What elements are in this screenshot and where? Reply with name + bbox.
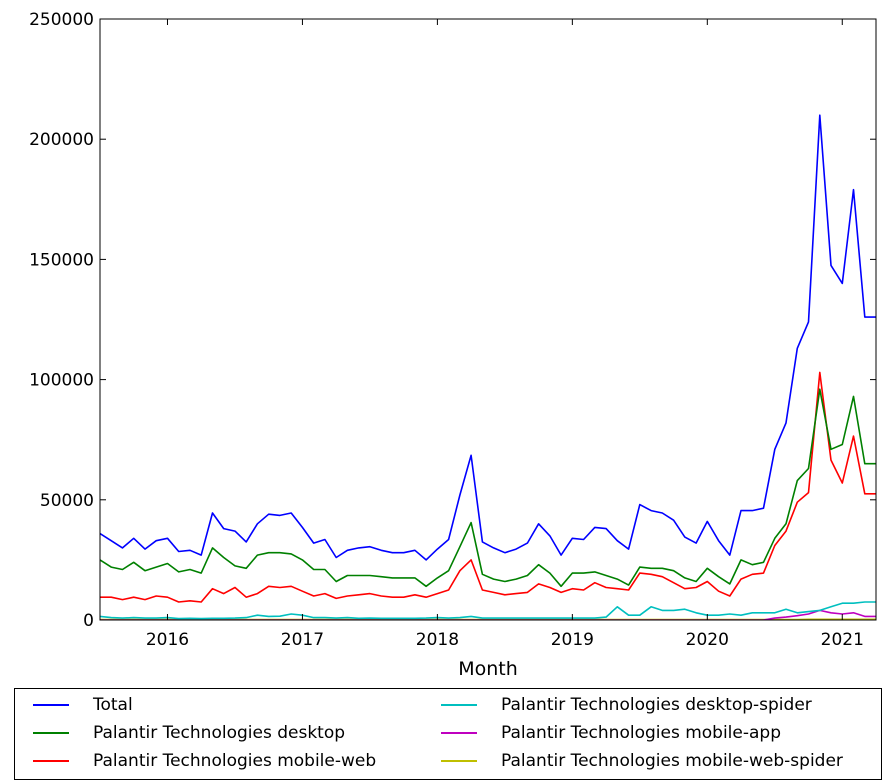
plot-lines [100, 114, 876, 620]
legend-item: Palantir Technologies desktop-spider [441, 693, 812, 717]
y-tick-label: 250000 [29, 10, 94, 30]
legend-swatch [441, 704, 477, 706]
series-line-palantir-technologies-desktop [100, 388, 876, 588]
legend-swatch [33, 760, 69, 762]
legend-swatch [33, 704, 69, 706]
legend-item: Palantir Technologies mobile-app [441, 721, 781, 745]
x-axis-ticks: 2016 2017 2018 2019 2020 2021 [146, 19, 864, 650]
legend-swatch [33, 732, 69, 734]
legend-label: Palantir Technologies mobile-web-spider [501, 751, 843, 771]
plot-area-frame [99, 18, 877, 621]
x-tick-label: 2021 [821, 630, 864, 650]
series-line-palantir-technologies-desktop-spider [100, 601, 876, 620]
x-tick-label: 2020 [686, 630, 729, 650]
x-tick-label: 2016 [146, 630, 189, 650]
y-axis-ticks: 0 50000 100000 150000 200000 250000 [29, 10, 876, 631]
y-tick-label: 0 [83, 611, 94, 631]
series-line-palantir-technologies-mobile-web [100, 371, 876, 603]
legend-label: Palantir Technologies mobile-app [501, 723, 782, 743]
legend-swatch [441, 760, 477, 762]
x-tick-label: 2018 [416, 630, 459, 650]
y-tick-label: 100000 [29, 371, 94, 391]
y-tick-label: 50000 [40, 491, 94, 511]
legend-label: Total [93, 695, 133, 715]
x-axis-title: Month [458, 658, 518, 680]
legend-item: Palantir Technologies desktop [33, 721, 345, 745]
legend: Total Palantir Technologies desktop Palant… [14, 688, 882, 780]
legend-item: Palantir Technologies mobile-web-spider [441, 749, 843, 773]
y-tick-label: 150000 [29, 250, 94, 270]
legend-label: Palantir Technologies desktop [93, 723, 346, 743]
x-tick-label: 2019 [551, 630, 594, 650]
legend-label: Palantir Technologies desktop-spider [501, 695, 812, 715]
y-tick-label: 200000 [29, 130, 94, 150]
legend-item: Palantir Technologies mobile-web [33, 749, 376, 773]
legend-item: Total [33, 693, 133, 717]
series-line-total [100, 114, 876, 561]
legend-label: Palantir Technologies mobile-web [93, 751, 377, 771]
legend-swatch [441, 732, 477, 734]
x-tick-label: 2017 [281, 630, 324, 650]
